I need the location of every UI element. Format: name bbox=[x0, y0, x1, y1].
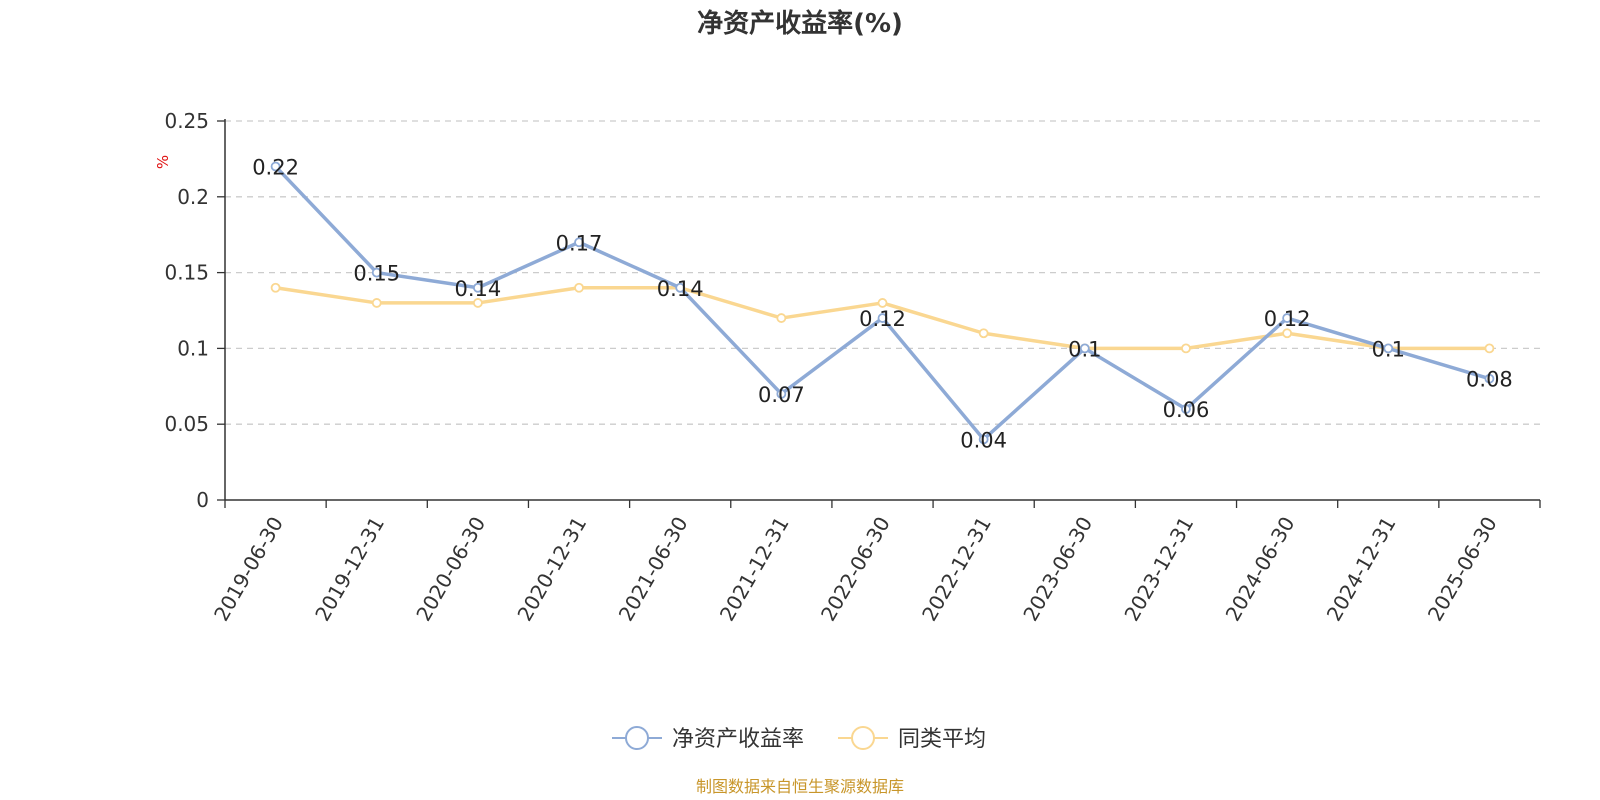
data-point bbox=[776, 313, 787, 323]
x-tick-label: 2021-12-31 bbox=[715, 513, 794, 626]
data-point bbox=[1181, 404, 1191, 414]
legend-marker bbox=[851, 726, 875, 750]
data-point bbox=[776, 388, 787, 399]
x-tick-label: 2020-06-30 bbox=[411, 513, 490, 626]
x-tick-label: 2023-06-30 bbox=[1018, 513, 1097, 626]
data-label: 0.15 bbox=[353, 262, 400, 286]
data-labels: 0.22 0.15 0.14 0.17 0.14 0.07 0.12 0.04 0.1 0.06 0… bbox=[252, 155, 1513, 452]
legend-marker bbox=[625, 726, 649, 750]
x-tick-label: 2022-06-30 bbox=[816, 513, 895, 626]
series-group bbox=[270, 161, 1495, 445]
data-label: 0.07 bbox=[758, 383, 805, 407]
data-label: 0.12 bbox=[1264, 307, 1311, 331]
data-point bbox=[574, 237, 584, 248]
y-tick-label: 0.15 bbox=[164, 261, 209, 285]
data-point bbox=[1282, 328, 1293, 339]
y-tick-label: 0.25 bbox=[164, 109, 209, 133]
data-point bbox=[371, 267, 382, 278]
x-tick-label: 2019-12-31 bbox=[310, 513, 389, 626]
data-point bbox=[1383, 343, 1394, 354]
data-label: 0.06 bbox=[1163, 398, 1210, 422]
x-tick-label: 2024-06-30 bbox=[1221, 513, 1300, 626]
data-label: 0.1 bbox=[1068, 337, 1101, 361]
x-tick-label: 2022-12-31 bbox=[917, 513, 996, 626]
data-point bbox=[1484, 373, 1495, 384]
data-point bbox=[877, 298, 888, 308]
data-point bbox=[472, 282, 483, 293]
data-label: 0.17 bbox=[556, 231, 603, 255]
data-label: 0.08 bbox=[1466, 368, 1513, 392]
data-label: 0.04 bbox=[960, 428, 1007, 452]
y-axis-unit-label: % bbox=[154, 155, 172, 169]
data-point bbox=[270, 282, 281, 293]
data-point bbox=[472, 298, 483, 308]
data-point bbox=[1079, 343, 1090, 354]
y-axis-ticks: 0 0.05 0.1 0.15 0.2 0.25 bbox=[164, 109, 209, 512]
data-point bbox=[1484, 343, 1495, 354]
data-label: 0.22 bbox=[252, 155, 299, 179]
data-label: 0.14 bbox=[657, 277, 704, 301]
data-point bbox=[1282, 313, 1293, 323]
y-tick-label: 0 bbox=[196, 488, 209, 512]
data-label: 0.1 bbox=[1372, 337, 1405, 361]
x-tick-label: 2024-12-31 bbox=[1322, 513, 1401, 626]
data-point bbox=[877, 313, 888, 323]
x-axis-ticks: 2019-06-30 2019-12-31 2020-06-30 2020-12-31… bbox=[209, 513, 1502, 626]
x-tick-label: 2019-06-30 bbox=[209, 513, 288, 626]
x-tick-label: 2025-06-30 bbox=[1423, 513, 1502, 626]
x-tick-label: 2021-06-30 bbox=[614, 513, 693, 626]
data-point bbox=[978, 328, 989, 339]
y-tick-label: 0.2 bbox=[177, 185, 209, 209]
data-label: 0.12 bbox=[859, 307, 906, 331]
data-point bbox=[574, 282, 584, 293]
y-tick-label: 0.1 bbox=[177, 336, 209, 360]
legend-item: 同类平均 bbox=[838, 726, 986, 752]
data-point bbox=[675, 282, 686, 293]
legend-item: 净资产收益率 bbox=[612, 726, 804, 752]
data-point bbox=[1181, 343, 1191, 354]
source-note: 制图数据来自恒生聚源数据库 bbox=[696, 777, 904, 796]
legend: 净资产收益率 同类平均 bbox=[612, 726, 986, 752]
data-point bbox=[371, 298, 382, 308]
legend-label: 同类平均 bbox=[898, 727, 986, 752]
y-tick-label: 0.05 bbox=[164, 412, 209, 436]
data-label: 0.14 bbox=[455, 277, 502, 301]
x-tick-label: 2023-12-31 bbox=[1119, 513, 1198, 626]
gridlines bbox=[225, 120, 1540, 425]
x-tick-label: 2020-12-31 bbox=[512, 513, 591, 626]
chart-title: 净资产收益率(%) bbox=[697, 8, 903, 39]
axes bbox=[217, 119, 1541, 508]
data-point bbox=[270, 161, 281, 172]
legend-label: 净资产收益率 bbox=[672, 727, 804, 752]
data-point bbox=[978, 434, 989, 445]
